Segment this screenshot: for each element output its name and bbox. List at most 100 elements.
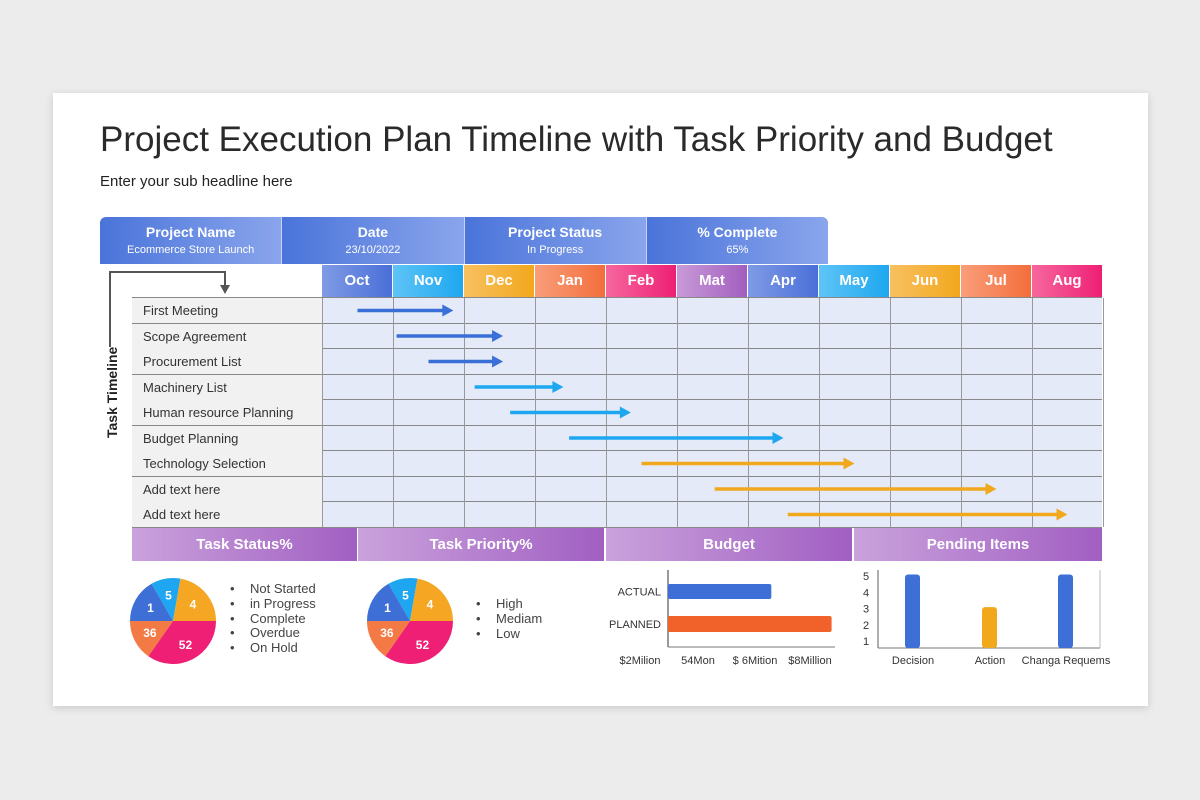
- grid-line: [1032, 298, 1033, 527]
- grid-line: [535, 298, 536, 527]
- budget-tick: $2Milion: [620, 655, 661, 667]
- task-label: Procurement List: [132, 349, 322, 374]
- pie-slice: 52: [148, 621, 216, 664]
- grid-line: [748, 298, 749, 527]
- section-header: Budget: [606, 528, 852, 561]
- task-priority-pie: 5 4 52 36 1: [367, 578, 453, 664]
- grid-line: [132, 475, 1102, 477]
- month-header: Oct: [322, 265, 392, 297]
- pie-label: 1: [384, 601, 391, 615]
- pending-y-tick: 1: [863, 636, 869, 648]
- task-label: First Meeting: [132, 298, 322, 323]
- grid-line: [393, 298, 394, 527]
- grid-line: [132, 348, 1102, 349]
- pie-slice: 4: [410, 578, 453, 621]
- subtitle: Enter your sub headline here: [100, 173, 293, 190]
- pie-slice: 36: [367, 621, 410, 657]
- section-header: Task Status%: [132, 528, 357, 561]
- pending-bar: [982, 607, 997, 648]
- info-label: Project Name: [145, 224, 236, 240]
- legend-item: On Hold: [230, 640, 316, 656]
- pending-bar: [1058, 574, 1073, 648]
- grid-line: [132, 297, 1102, 298]
- task-status-legend: Not Startedin ProgressCompleteOverdueOn …: [230, 581, 316, 656]
- budget-bar-label: ACTUAL: [618, 587, 661, 599]
- task-label: Machinery List: [132, 374, 322, 400]
- info-status: Project Status In Progress: [464, 217, 647, 264]
- pie-label: 4: [427, 597, 434, 611]
- pie-label: 36: [143, 626, 157, 640]
- task-label: Budget Planning: [132, 425, 322, 451]
- grid-line: [677, 298, 678, 527]
- info-value: 23/10/2022: [345, 244, 401, 256]
- pending-x-label: Decision: [892, 655, 934, 667]
- legend-item: Overdue: [230, 626, 316, 641]
- grid-line: [132, 450, 1102, 451]
- timeline-connector-arrow-icon: [109, 271, 230, 347]
- grid-line: [464, 298, 465, 527]
- grid-line: [890, 298, 891, 527]
- task-label: Add text here: [132, 502, 322, 527]
- pie-label: 5: [165, 588, 172, 602]
- info-label: Project Status: [508, 224, 603, 240]
- pie-slice: 36: [130, 621, 173, 657]
- legend-item: Complete: [230, 611, 316, 627]
- grid-line: [132, 526, 1102, 528]
- grid-line: [961, 298, 962, 527]
- month-header: Mat: [677, 265, 747, 297]
- info-label: Date: [357, 224, 389, 240]
- month-header: Feb: [606, 265, 676, 297]
- info-value: In Progress: [527, 244, 584, 256]
- pie-label: 4: [190, 597, 197, 611]
- budget-bar-label: PLANNED: [609, 619, 661, 631]
- pie-label: 1: [147, 601, 154, 615]
- info-complete: % Complete 65%: [646, 217, 828, 264]
- legend-item: Not Started: [230, 581, 316, 597]
- pie-label: 5: [402, 588, 409, 602]
- legend-item: Mediam: [476, 611, 542, 627]
- pie-label: 52: [416, 638, 430, 652]
- month-header: Nov: [393, 265, 463, 297]
- info-date: Date 23/10/2022: [282, 217, 465, 264]
- grid-line: [322, 298, 323, 527]
- pie-slice: 5: [151, 578, 181, 621]
- grid-line: [132, 399, 1102, 400]
- pie-slice: 4: [173, 578, 216, 621]
- month-header: Jun: [890, 265, 960, 297]
- pending-x-label: Changa Requems: [1022, 655, 1111, 667]
- legend-item: in Progress: [230, 596, 316, 612]
- gantt-grid: [322, 298, 1102, 527]
- grid-line: [819, 298, 820, 527]
- task-status-pie: 5 4 52 36 1: [130, 578, 216, 664]
- task-timeline-label: Task Timeline: [104, 346, 120, 438]
- section-header: Pending Items: [854, 528, 1102, 561]
- grid-line: [132, 501, 1102, 502]
- month-header: Apr: [748, 265, 818, 297]
- pie-label: 36: [380, 626, 394, 640]
- pie-label: 52: [179, 638, 193, 652]
- task-label: Technology Selection: [132, 451, 322, 476]
- info-project-name: Project Name Ecommerce Store Launch: [100, 217, 283, 264]
- month-header: Aug: [1032, 265, 1102, 297]
- task-priority-legend: HighMediamLow: [476, 596, 542, 642]
- legend-item: Low: [476, 626, 542, 642]
- info-value: 65%: [726, 244, 749, 256]
- pending-y-tick: 3: [863, 604, 869, 616]
- grid-line: [132, 373, 1102, 375]
- month-header: Jan: [535, 265, 605, 297]
- grid-line: [606, 298, 607, 527]
- grid-line: [132, 322, 1102, 324]
- budget-bar: [668, 616, 832, 632]
- month-header: Jul: [961, 265, 1031, 297]
- legend-item: High: [476, 596, 542, 612]
- pie-slice: 1: [367, 583, 410, 621]
- section-header: Task Priority%: [358, 528, 604, 561]
- budget-and-pending-charts: ACTUAL PLANNED $2Milion 54Mon $ 6Mition $8Mil…: [609, 570, 1111, 667]
- grid-line: [132, 424, 1102, 426]
- pending-y-tick: 2: [863, 620, 869, 632]
- grid-line: [1103, 298, 1104, 527]
- pending-x-label: Action: [975, 655, 1006, 667]
- pending-bar: [905, 574, 920, 648]
- budget-tick: $ 6Mition: [733, 655, 778, 667]
- pie-slice: 1: [130, 583, 173, 621]
